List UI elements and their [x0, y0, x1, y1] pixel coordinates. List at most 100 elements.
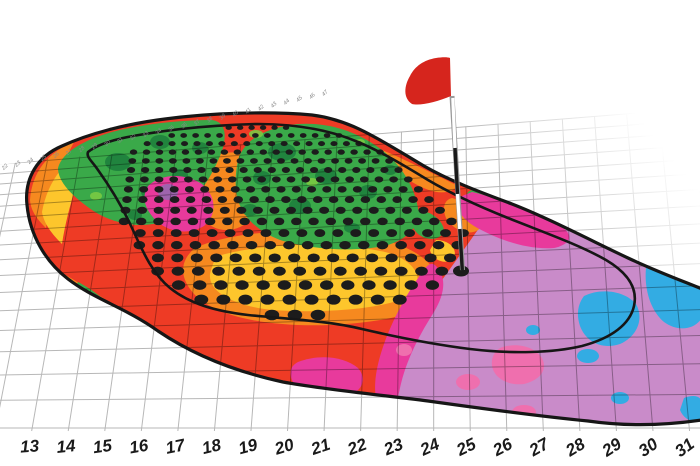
zone-pink-blob-5 [472, 414, 492, 425]
sample-dot [308, 217, 319, 226]
sample-dot [398, 186, 408, 193]
sample-dot [272, 176, 281, 183]
sample-dot [228, 133, 235, 138]
sample-dot [339, 241, 351, 250]
sample-dot [236, 206, 247, 214]
sample-dot [424, 253, 437, 263]
sample-dot [246, 149, 255, 155]
sample-dot [227, 241, 239, 250]
sample-dot [304, 294, 319, 305]
sample-dot [380, 167, 389, 173]
sample-dot [212, 266, 225, 276]
far-edge-label: 34 [155, 128, 164, 137]
sample-dot [182, 158, 191, 164]
sample-dot [156, 141, 164, 147]
sample-dot [368, 186, 378, 193]
sample-dot [383, 186, 393, 193]
sample-dot [286, 206, 297, 214]
sample-dot [253, 167, 262, 173]
sample-dot [404, 229, 416, 237]
sample-dot [242, 229, 254, 237]
sample-dot [359, 176, 369, 183]
sample-dot [325, 217, 337, 226]
sample-dot [154, 196, 164, 204]
sample-dot [389, 176, 398, 183]
sample-dot [169, 176, 179, 183]
sample-dot [171, 280, 186, 290]
sample-dot [317, 158, 326, 164]
hole-cup [453, 265, 469, 277]
sample-dot [205, 141, 213, 147]
sample-dot [293, 266, 307, 276]
sample-dot [155, 149, 164, 155]
far-edge-label: 22 [0, 163, 9, 172]
sample-dot [243, 141, 251, 147]
sample-dot [342, 141, 350, 147]
sample-dot [213, 176, 223, 183]
sample-dot [386, 229, 398, 237]
sample-dot [302, 206, 313, 214]
sample-dot [252, 266, 266, 276]
sample-dot [312, 196, 323, 204]
far-edge-label: 44 [283, 98, 292, 107]
sample-dot [233, 196, 243, 204]
sample-dot [424, 196, 434, 204]
x-axis-label: 21 [308, 435, 333, 459]
sample-dot [169, 186, 179, 193]
pole-segment-white-2 [455, 193, 462, 230]
pole-segment-black-1 [453, 147, 460, 195]
sample-dot [326, 294, 341, 305]
sample-dot [295, 167, 305, 173]
sample-dot [275, 133, 283, 138]
sample-dot [277, 280, 291, 290]
sample-dot [268, 141, 276, 147]
sample-dot [363, 149, 371, 155]
zone-blue-blob-3 [577, 349, 599, 363]
sample-dot [446, 217, 457, 226]
sample-dot [408, 196, 418, 204]
sample-dot [242, 176, 252, 183]
sample-dot [209, 158, 218, 164]
sample-dot [180, 133, 188, 138]
sample-dot [304, 158, 312, 164]
sample-dot [318, 141, 326, 147]
sample-dot [425, 280, 440, 290]
far-edge-label: 33 [142, 130, 151, 139]
sample-dot [216, 133, 223, 138]
sample-dot [335, 206, 346, 214]
far-edge-label: 23 [13, 159, 23, 169]
sample-dot [245, 241, 258, 250]
sample-dot [348, 294, 363, 305]
sample-dot [128, 158, 137, 164]
sample-dot [235, 280, 249, 290]
zone-blue-blob-4 [526, 325, 540, 335]
far-edge-label: 27 [64, 148, 74, 158]
sample-dot [394, 167, 403, 173]
sample-dot [297, 196, 307, 204]
far-edge-label: 32 [129, 133, 138, 142]
sample-dot [435, 266, 449, 276]
sample-dot [371, 158, 380, 164]
bottom-axis-labels: 13 14 15 16 17 18 19 20 21 22 23 24 25 26 27 28 29 30 31 [20, 434, 698, 461]
sample-dot [350, 149, 358, 155]
far-edge-label: 39 [219, 113, 228, 122]
sample-dot [239, 167, 248, 173]
sample-dot [366, 167, 375, 173]
sample-dot [126, 167, 136, 173]
sample-dot [190, 253, 203, 263]
sample-dot [271, 125, 278, 130]
sample-dot [352, 186, 362, 193]
sample-dot [208, 241, 220, 250]
sample-dot [277, 158, 285, 164]
sample-dot [154, 186, 164, 193]
x-axis-label: 31 [671, 434, 698, 461]
sample-dot [215, 186, 225, 193]
sample-dot [259, 125, 267, 130]
sample-dot [307, 253, 320, 263]
sample-dot [422, 229, 434, 237]
sample-dot [267, 167, 276, 173]
sample-dot [281, 196, 291, 204]
x-axis-label: 22 [344, 434, 370, 459]
green-inner-contour [86, 122, 637, 354]
x-axis-label: 24 [416, 434, 442, 460]
